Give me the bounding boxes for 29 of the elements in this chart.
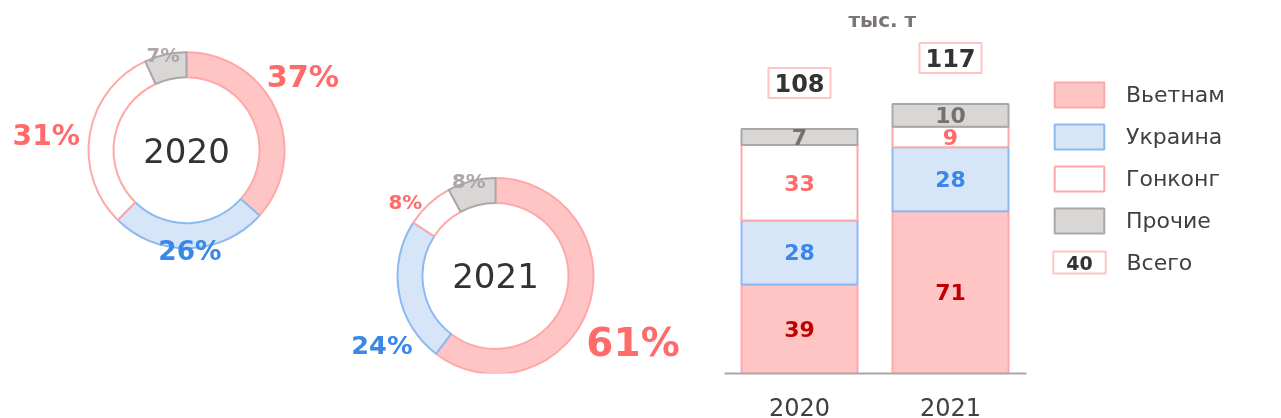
data-label: 39 <box>784 316 815 342</box>
data-label: 28 <box>784 240 815 266</box>
chart-title: тыс. т <box>848 7 917 32</box>
data-label: 37% <box>266 59 340 95</box>
legend-label: Украина <box>1126 123 1223 151</box>
data-label: 28 <box>935 167 966 193</box>
text: 40 <box>1066 251 1093 274</box>
legend-label: Прочие <box>1126 207 1211 235</box>
data-label: 31% <box>12 118 81 152</box>
legend-label: Гонконг <box>1126 165 1220 193</box>
data-label: 61% <box>586 320 680 366</box>
bar <box>740 128 859 147</box>
data-label: 33 <box>784 170 815 196</box>
text: 2020 <box>143 130 230 171</box>
text: 2021 <box>452 256 539 297</box>
total-label: 117 <box>925 44 976 73</box>
data-label: 24% <box>351 329 413 360</box>
legend-label: Вьетнам <box>1126 81 1225 109</box>
bar <box>891 146 1010 213</box>
total-label: 108 <box>774 70 825 99</box>
bar <box>740 219 859 286</box>
bar <box>891 102 1010 128</box>
data-label: 7 <box>791 125 808 151</box>
bar <box>740 144 859 222</box>
data-label: 71 <box>935 280 966 306</box>
text: Всего <box>1126 250 1193 275</box>
bar <box>891 210 1010 374</box>
data-label: 8% <box>388 190 423 214</box>
bar <box>740 283 859 374</box>
